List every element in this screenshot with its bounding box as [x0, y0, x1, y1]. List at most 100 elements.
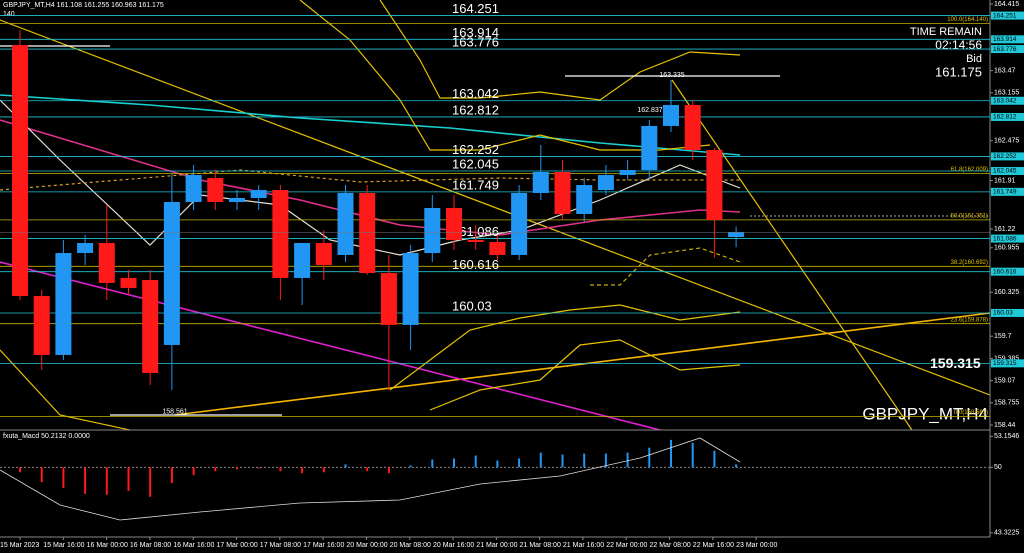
- candle-body: [424, 207, 441, 254]
- x-tick-label: 20 Mar 00:00: [346, 542, 387, 549]
- level-box: [991, 152, 1024, 161]
- envelope: [299, 0, 711, 151]
- level-box: [991, 267, 1024, 276]
- y-tick-label: 161.22: [994, 226, 1016, 233]
- y-tick-label: 158.44: [994, 422, 1016, 429]
- level-box: [991, 11, 1024, 20]
- bid-label: Bid: [966, 53, 982, 65]
- candle-body: [163, 202, 180, 345]
- level-label: 162.252: [452, 142, 499, 157]
- x-tick-label: 22 Mar 16:00: [693, 542, 734, 549]
- level-label: 160.03: [452, 298, 492, 313]
- level-box: [991, 308, 1024, 317]
- x-tick-label: 16 Mar 16:00: [173, 542, 214, 549]
- x-tick-label: 17 Mar 00:00: [217, 542, 258, 549]
- level-box: [991, 45, 1024, 54]
- candle-body: [554, 171, 571, 214]
- x-tick-label: 15 Mar 16:00: [43, 542, 84, 549]
- level-box: [991, 112, 1024, 121]
- bid-value: 161.175: [935, 64, 982, 79]
- candle-body: [706, 150, 723, 220]
- y-tick-label: 164.415: [994, 1, 1019, 8]
- candle-body: [489, 242, 506, 255]
- level-label: 163.776: [452, 34, 499, 49]
- trend-line: [174, 312, 991, 416]
- y-tick-label: 162.475: [994, 138, 1019, 145]
- x-tick-label: 22 Mar 00:00: [606, 542, 647, 549]
- fib-label: 23.6(159.878): [951, 317, 988, 323]
- candle-body: [446, 207, 462, 240]
- candle-body: [120, 277, 137, 288]
- price-mark: 162.837: [637, 107, 662, 114]
- candle-body: [467, 239, 484, 243]
- candle-body: [641, 125, 658, 171]
- macd-title: fxuta_Macd 50.2132 0.0000: [3, 433, 90, 440]
- x-tick-label: 17 Mar 08:00: [260, 542, 301, 549]
- level-label: 162.045: [452, 156, 499, 171]
- macd-signal: [0, 437, 741, 521]
- level-box-label: 160.616: [993, 268, 1017, 275]
- envelope: [379, 0, 741, 101]
- level-box: [991, 187, 1024, 196]
- level-box-label: 161.749: [993, 189, 1017, 196]
- price-mark: 163.335: [659, 72, 684, 79]
- candle-body: [229, 197, 245, 203]
- level-box-label: 164.251: [993, 12, 1017, 19]
- symbol-label: GBPJPY_MT,H4: [862, 404, 988, 423]
- y-tick-label: 159.07: [994, 377, 1016, 384]
- candle-body: [619, 170, 636, 176]
- macd-tick-label: 50: [994, 464, 1002, 471]
- candle-body: [597, 175, 614, 191]
- candle-body: [55, 253, 72, 355]
- trend-line: [0, 19, 991, 396]
- candle-body: [77, 243, 94, 254]
- level-label: 159.315: [930, 355, 981, 371]
- header: GBPJPY_MT,H4 161.108 161.255 160.963 161…: [3, 2, 164, 9]
- y-tick-label: 161.91: [994, 177, 1016, 184]
- x-tick-label: 20 Mar 08:00: [390, 542, 431, 549]
- x-tick-label: 16 Mar 08:00: [130, 542, 171, 549]
- level-box: [991, 35, 1024, 44]
- candle-body: [185, 175, 202, 203]
- level-label: 161.749: [452, 177, 499, 192]
- x-tick-label: 21 Mar 00:00: [476, 542, 517, 549]
- trend-line: [0, 261, 661, 431]
- x-tick-label: 21 Mar 16:00: [563, 542, 604, 549]
- level-label: 163.042: [452, 86, 499, 101]
- level-label: 160.616: [452, 257, 499, 272]
- x-tick-label: 22 Mar 08:00: [650, 542, 691, 549]
- fib-label: 50.0(161.351): [951, 213, 988, 219]
- macd-tick-label: 53.1546: [994, 433, 1019, 440]
- candle-body: [98, 243, 115, 283]
- timer-time: 02:14:56: [935, 38, 982, 52]
- candle-body: [359, 192, 376, 274]
- level-label: 163.914: [452, 25, 499, 40]
- candle-body: [511, 192, 528, 255]
- y-tick-label: 159.7: [994, 333, 1012, 340]
- candle-body: [142, 279, 159, 374]
- x-tick-label: 16 Mar 00:00: [87, 542, 128, 549]
- y-tick-label: 160.325: [994, 289, 1019, 296]
- corner-label: 140: [3, 11, 15, 18]
- candle-body: [33, 295, 50, 355]
- candle-body: [380, 273, 397, 325]
- candle-body: [728, 232, 745, 238]
- candle-body: [402, 253, 419, 325]
- fib-label: 100.0(164.140): [947, 17, 988, 23]
- level-box-label: 159.315: [993, 360, 1017, 367]
- level-box-label: 162.252: [993, 153, 1017, 160]
- level-box-label: 162.812: [993, 114, 1017, 121]
- candle-body: [337, 192, 354, 255]
- candle-body: [684, 104, 701, 151]
- timer-title: TIME REMAIN: [910, 26, 982, 38]
- x-tick-label: 20 Mar 16:00: [433, 542, 474, 549]
- candle-body: [250, 190, 267, 198]
- candle-body: [576, 185, 593, 214]
- candle-body: [12, 45, 28, 296]
- moving-average: [0, 119, 741, 236]
- level-box-label: 163.042: [993, 97, 1017, 104]
- x-tick-label: 21 Mar 08:00: [520, 542, 561, 549]
- level-box-label: 162.045: [993, 168, 1017, 175]
- envelope: [429, 339, 741, 411]
